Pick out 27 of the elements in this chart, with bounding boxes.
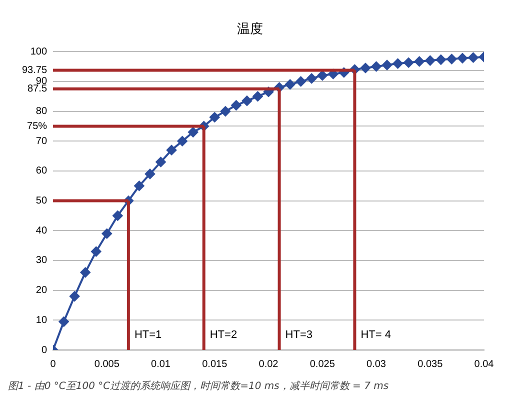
y-tick-label: 30	[36, 255, 48, 266]
y-tick-label: 75%	[27, 120, 48, 132]
caption: 图1 - 由0 °C至100 °C过渡的系统响应图，时间常数=10 ms，减半时间常数 = 7 ms	[8, 380, 390, 393]
x-tick-label: 0	[50, 358, 56, 370]
y-tick-label: 0	[41, 344, 48, 356]
y-tick-label: 40	[36, 225, 48, 236]
y-tick-label: 100	[30, 46, 48, 58]
x-tick-label: 0.005	[94, 358, 120, 370]
annotation: HT=2	[210, 329, 238, 342]
x-tick-label: 0.035	[418, 358, 444, 370]
y-tick-label: 50	[36, 196, 48, 207]
y-tick-label: 10	[36, 314, 48, 326]
annotation: HT= 4	[360, 329, 391, 342]
y-tick-label: 60	[36, 166, 48, 177]
x-tick-label: 0.03	[366, 358, 386, 370]
y-tick-label: 80	[36, 106, 48, 118]
x-tick-label: 0.04	[474, 358, 494, 370]
y-tick-label: 70	[36, 136, 48, 147]
x-tick-label: 0.02	[258, 358, 279, 370]
y-tick-label: 20	[36, 285, 48, 296]
annotation: HT=1	[134, 329, 162, 342]
chart-title: 温度	[237, 21, 263, 38]
y-tick-label: 93.75	[22, 65, 48, 76]
x-tick-label: 0.025	[310, 358, 336, 370]
x-tick-label: 0.01	[151, 358, 171, 370]
x-tick-label: 0.015	[202, 358, 228, 370]
annotation: HT=3	[285, 329, 313, 342]
